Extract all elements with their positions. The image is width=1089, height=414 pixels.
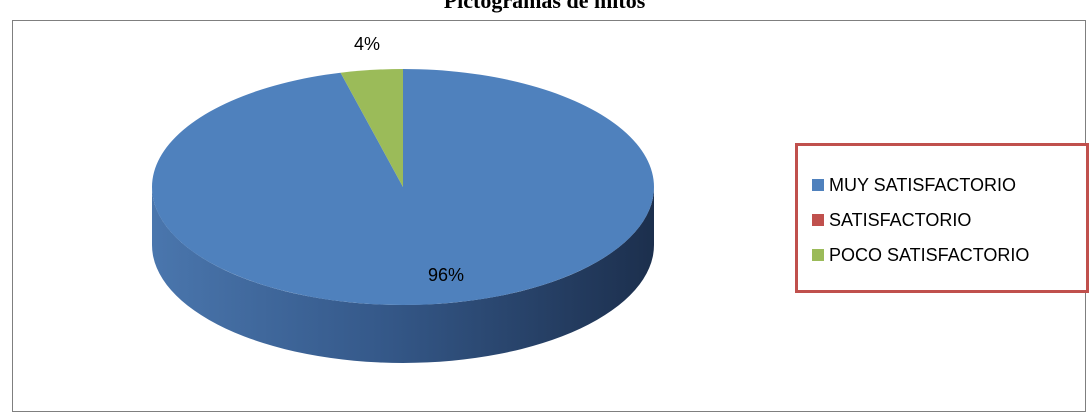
legend-label-poco-satisfactorio: POCO SATISFACTORIO bbox=[829, 244, 1030, 265]
legend-swatch-satisfactorio bbox=[812, 214, 824, 226]
pie-slice-muy-satisfactorio bbox=[151, 69, 654, 305]
data-label-muy-satisfactorio: 96% bbox=[428, 265, 465, 285]
chart-title: Pictogramas de mitos bbox=[443, 0, 646, 13]
legend-label-muy-satisfactorio: MUY SATISFACTORIO bbox=[829, 174, 1017, 195]
pie-slice-poco-satisfactorio bbox=[340, 69, 403, 187]
legend-label-satisfactorio: SATISFACTORIO bbox=[829, 209, 972, 230]
legend-item-muy-satisfactorio: MUY SATISFACTORIO bbox=[812, 173, 1016, 197]
legend-swatch-poco-satisfactorio bbox=[812, 249, 824, 261]
legend-item-satisfactorio: SATISFACTORIO bbox=[812, 208, 971, 232]
pie-side-wall bbox=[152, 187, 654, 363]
legend-item-poco-satisfactorio: POCO SATISFACTORIO bbox=[812, 243, 1029, 267]
legend-swatch-muy-satisfactorio bbox=[812, 179, 824, 191]
chart-legend: MUY SATISFACTORIO SATISFACTORIO POCO SAT… bbox=[795, 143, 1089, 293]
data-label-poco-satisfactorio: 4% bbox=[354, 34, 381, 54]
